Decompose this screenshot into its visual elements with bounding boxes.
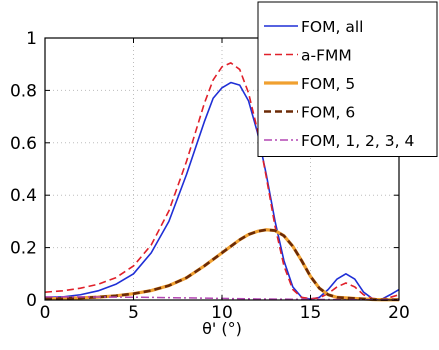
axis-ticks: 0 5 10 15 20 0 0.2 0.4 0.6 0.8 1 xyxy=(10,29,410,323)
grid-lines xyxy=(45,38,399,300)
legend: FOM, all a-FMM FOM, 5 FOM, 6 FOM, 1, 2, 3, 4 xyxy=(257,1,438,157)
y-tick-label: 1 xyxy=(26,29,37,49)
series-line-4 xyxy=(44,228,399,302)
x-tick-label: 0 xyxy=(40,303,51,323)
y-tick-label: 0 xyxy=(26,291,37,311)
x-axis-label: θ' (°) xyxy=(202,319,242,338)
y-tick-label: 0.6 xyxy=(10,134,37,154)
legend-label-5: FOM, 1, 2, 3, 4 xyxy=(301,132,414,150)
x-tick-label: 5 xyxy=(128,303,139,323)
y-tick-label: 0.8 xyxy=(10,81,37,101)
x-tick-label: 15 xyxy=(300,303,322,323)
series-line-2 xyxy=(44,62,400,301)
x-tick-label: 20 xyxy=(388,303,410,323)
legend-label-4: FOM, 6 xyxy=(301,104,355,122)
y-tick-label: 0.4 xyxy=(10,186,37,206)
x-tick-label: 10 xyxy=(211,303,233,323)
legend-label-3: FOM, 5 xyxy=(301,75,355,93)
legend-label-1: FOM, all xyxy=(301,18,363,36)
series-line-3 xyxy=(44,228,399,302)
y-tick-label: 0.2 xyxy=(10,239,37,259)
legend-box xyxy=(257,1,438,157)
legend-label-2: a-FMM xyxy=(301,47,352,65)
